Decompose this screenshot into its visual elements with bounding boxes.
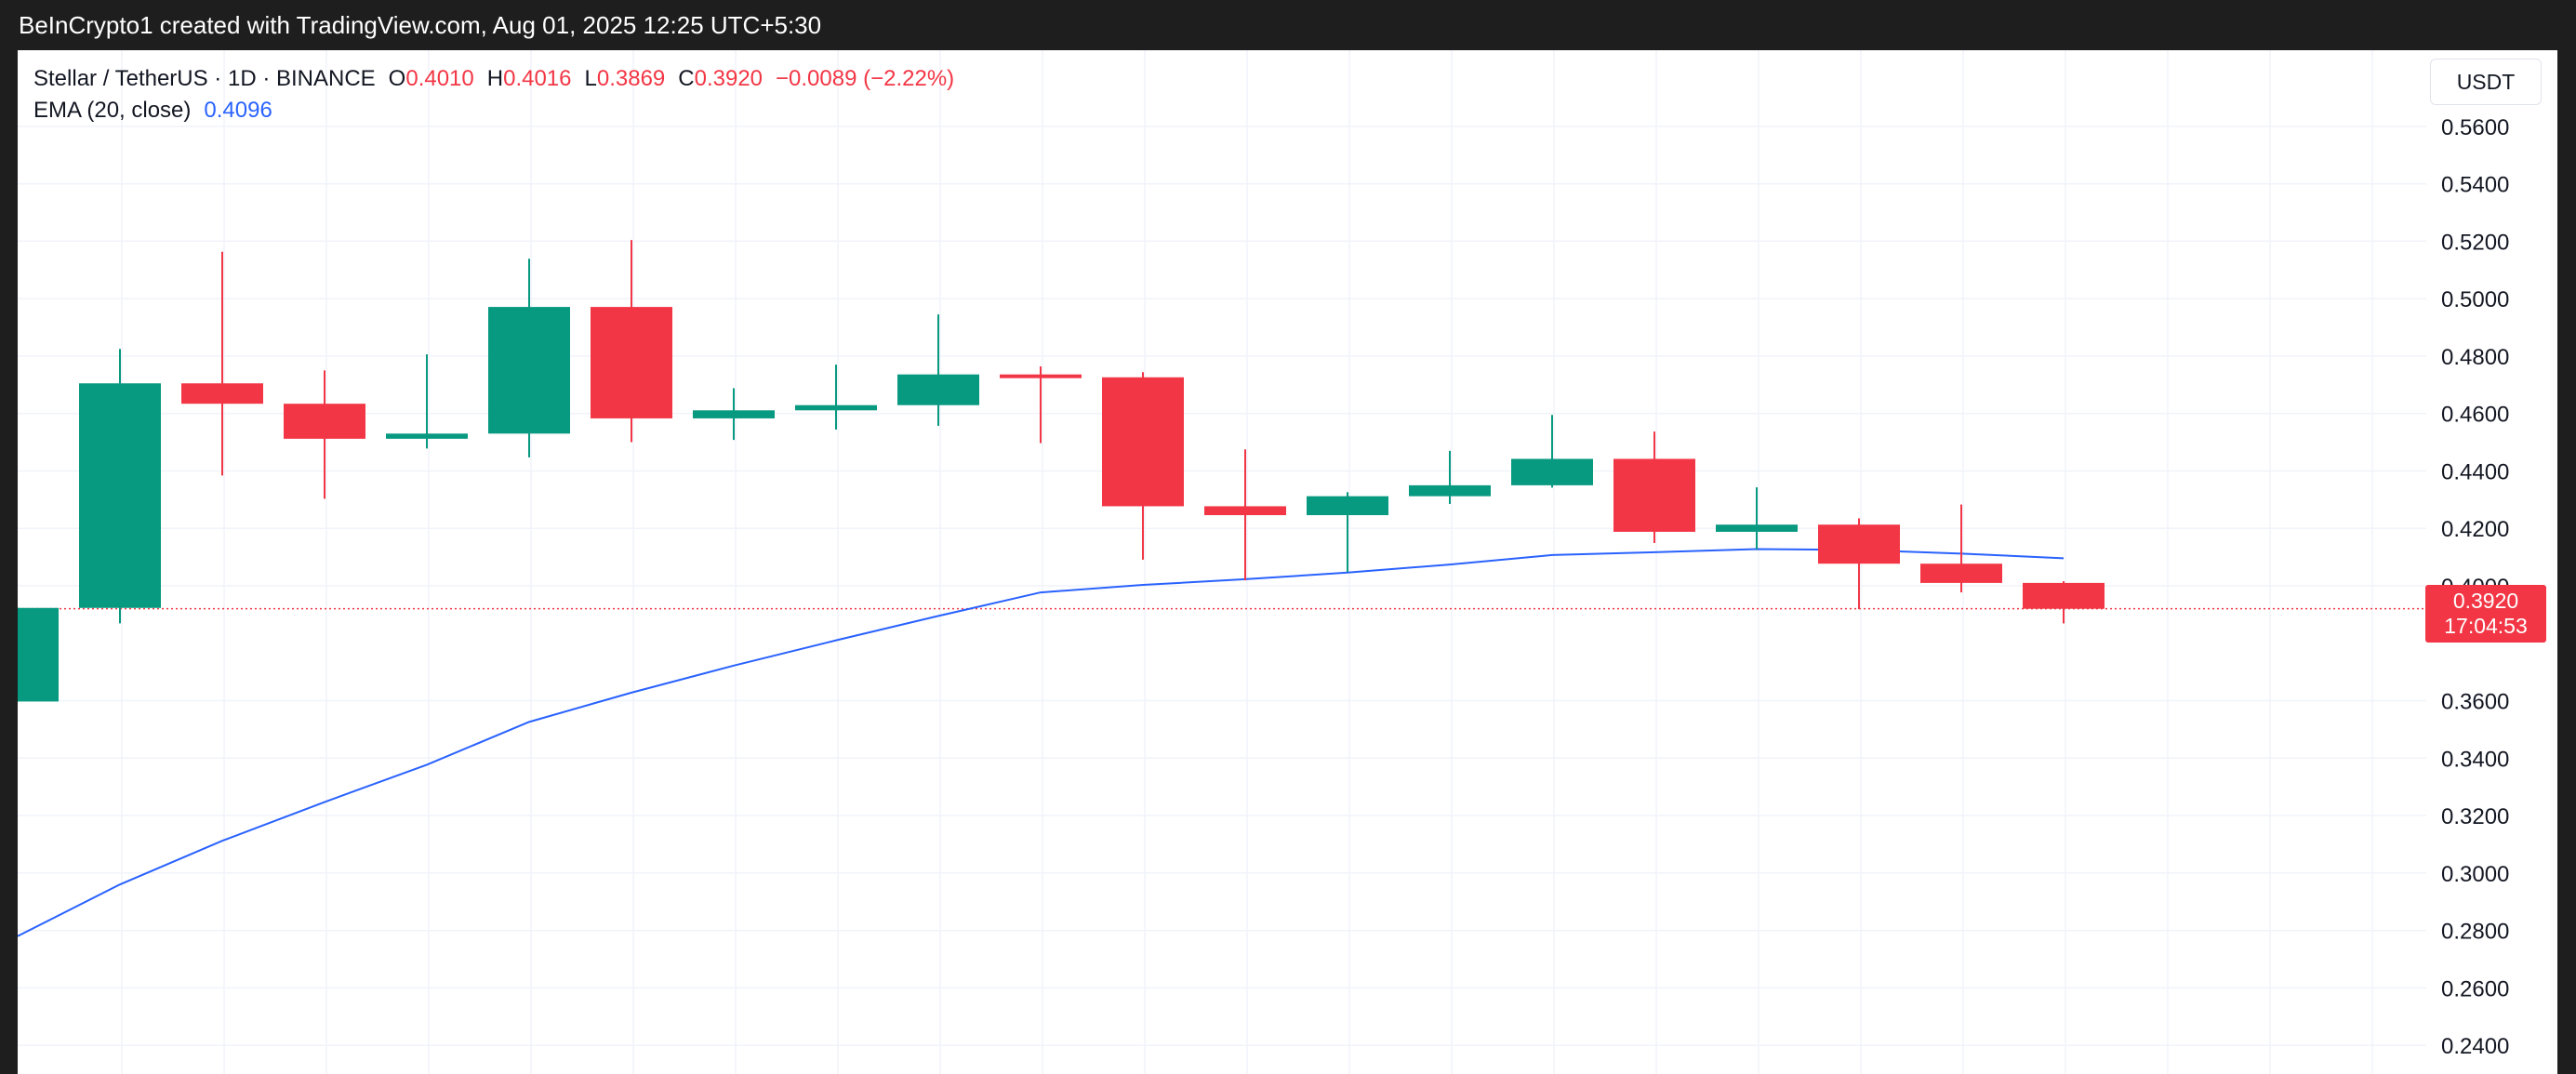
- y-tick-label: 0.3200: [2441, 804, 2509, 829]
- candle-body-down[interactable]: [591, 307, 672, 418]
- ema-legend[interactable]: EMA (20, close) 0.4096: [33, 98, 272, 124]
- open-label: O: [388, 66, 406, 91]
- y-tick-label: 0.3000: [2441, 862, 2509, 887]
- y-tick-label: 0.4400: [2441, 459, 2509, 484]
- open-value: 0.4010: [405, 66, 474, 91]
- countdown-label: 17:04:53: [2444, 614, 2528, 638]
- attribution-text: BeInCrypto1 created with TradingView.com…: [19, 11, 822, 39]
- candle-body-up[interactable]: [897, 374, 979, 405]
- y-tick-label: 0.5000: [2441, 287, 2509, 312]
- current-price-label: 0.3920: [2452, 589, 2519, 613]
- price-chart[interactable]: 0.5600 0.5400 0.5200 0.5000 0.4800 0.4600 0.44…: [18, 50, 2557, 1074]
- y-tick-label: 0.2400: [2441, 1034, 2509, 1059]
- current-price-tag: 0.3920 17:04:53: [2425, 585, 2546, 643]
- candle-body-down[interactable]: [1818, 524, 1900, 564]
- y-tick-label: 0.5400: [2441, 173, 2509, 198]
- y-tick-label: 0.3400: [2441, 747, 2509, 772]
- y-tick-label: 0.4600: [2441, 403, 2509, 428]
- candle-body-down[interactable]: [1920, 564, 2002, 583]
- y-tick-label: 0.5200: [2441, 230, 2509, 255]
- close-value: 0.3920: [694, 66, 764, 91]
- low-value: 0.3869: [596, 66, 666, 91]
- candle-body-up[interactable]: [386, 433, 468, 439]
- candle-body-up[interactable]: [1409, 484, 1491, 497]
- candle-body-down[interactable]: [1613, 458, 1695, 532]
- close-label: C: [678, 66, 695, 91]
- candle-body-down[interactable]: [1102, 377, 1184, 507]
- change-value: −0.0089 (−2.22%): [776, 66, 955, 91]
- ema-line[interactable]: [18, 548, 2065, 937]
- candle-body-up[interactable]: [1511, 458, 1593, 485]
- y-tick-label: 0.2800: [2441, 920, 2509, 945]
- y-tick-label: 0.4800: [2441, 345, 2509, 370]
- candle-body-up[interactable]: [693, 410, 775, 418]
- y-tick-label: 0.2600: [2441, 976, 2509, 1001]
- y-tick-label: 0.5600: [2441, 115, 2509, 140]
- ema-label: EMA (20, close): [33, 98, 192, 123]
- ema-value: 0.4096: [204, 98, 272, 123]
- currency-selector[interactable]: USDT: [2430, 59, 2542, 105]
- candle-body-up[interactable]: [1307, 496, 1388, 516]
- chart-panel[interactable]: 0.5600 0.5400 0.5200 0.5000 0.4800 0.4600 0.44…: [18, 50, 2557, 1074]
- high-label: H: [486, 66, 504, 91]
- y-tick-label: 0.4200: [2441, 517, 2509, 542]
- candle-body-down[interactable]: [1000, 374, 1082, 378]
- symbol-legend: Stellar / TetherUS · 1D · BINANCE O0.4010…: [33, 66, 954, 92]
- symbol-name[interactable]: Stellar / TetherUS · 1D · BINANCE: [33, 66, 376, 91]
- y-tick-label: 0.3600: [2441, 690, 2509, 715]
- attribution-bar: BeInCrypto1 created with TradingView.com…: [0, 0, 2576, 50]
- candle-body-up[interactable]: [18, 607, 59, 702]
- high-value: 0.4016: [503, 66, 572, 91]
- candle-body-up[interactable]: [79, 383, 161, 608]
- candle-body-down[interactable]: [181, 383, 263, 404]
- candle-body-up[interactable]: [795, 404, 877, 411]
- candle-body-down[interactable]: [2023, 582, 2105, 609]
- candle-body-up[interactable]: [1716, 524, 1798, 532]
- candle-body-down[interactable]: [1204, 506, 1286, 516]
- candle-body-down[interactable]: [284, 404, 365, 439]
- low-label: L: [584, 66, 597, 91]
- candle-body-up[interactable]: [488, 307, 570, 434]
